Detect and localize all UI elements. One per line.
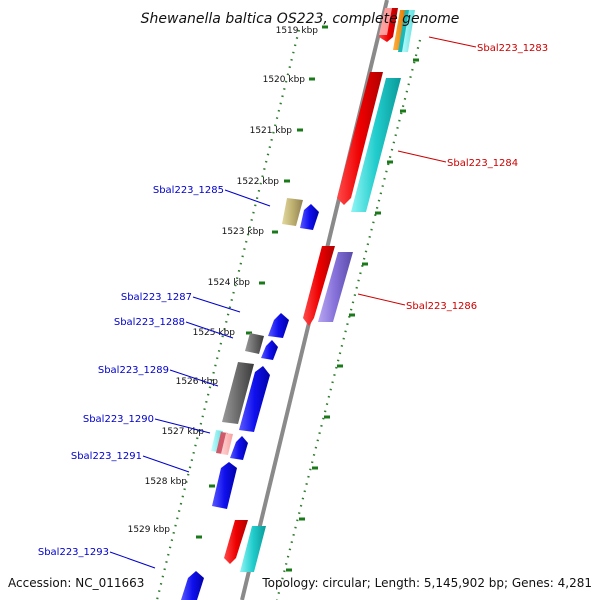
- reverse-strand-guide: [155, 29, 301, 600]
- feature-sbal223-1285-olive[interactable]: [282, 198, 303, 226]
- scale-tick-marks: [196, 25, 419, 572]
- feature-sbal223-1286[interactable]: [303, 246, 335, 326]
- feature-sbal223-1293[interactable]: [181, 571, 204, 600]
- scale-tick-label: 1521 kbp: [250, 126, 293, 136]
- feature-cyan-gene-small[interactable]: [398, 10, 415, 52]
- gene-label-sbal223-1286[interactable]: Sbal223_1286: [406, 301, 477, 312]
- gene-label-sbal223-1283[interactable]: Sbal223_1283: [477, 43, 548, 54]
- feature-orange-gene[interactable]: [393, 10, 406, 50]
- scale-tick-label: 1526 kbp: [176, 377, 219, 387]
- scale-tick-label: 1527 kbp: [162, 427, 205, 437]
- accession-text: Accession: NC_011663: [8, 576, 144, 590]
- gene-label-sbal223-1287[interactable]: Sbal223_1287: [121, 292, 192, 303]
- gene-label-sbal223-1293[interactable]: Sbal223_1293: [38, 547, 109, 558]
- feature-sbal223-1288[interactable]: [261, 340, 278, 360]
- gene-label-sbal223-1285[interactable]: Sbal223_1285: [153, 185, 224, 196]
- scale-tick-label: 1520 kbp: [263, 75, 306, 85]
- forward-strand-guide: [275, 39, 422, 600]
- feature-sbal223-1290[interactable]: [230, 436, 248, 460]
- gene-label-sbal223-1291[interactable]: Sbal223_1291: [71, 451, 142, 462]
- feature-sbal223-1284[interactable]: [337, 72, 383, 205]
- feature-purple-gene[interactable]: [318, 252, 353, 322]
- scale-tick-label: 1523 kbp: [222, 227, 265, 237]
- gene-label-sbal223-1284[interactable]: Sbal223_1284: [447, 158, 518, 169]
- feature-sbal223-1290-cyan[interactable]: [211, 430, 233, 455]
- gene-label-sbal223-1290[interactable]: Sbal223_1290: [83, 414, 154, 425]
- feature-sbal223-1283[interactable]: [379, 8, 398, 42]
- feature-sbal223-1285[interactable]: [300, 204, 319, 230]
- summary-text: Topology: circular; Length: 5,145,902 bp…: [261, 576, 592, 590]
- scale-tick-label: 1522 kbp: [237, 177, 280, 187]
- label-leader-lines: [109, 36, 477, 569]
- scale-tick-label: 1524 kbp: [208, 278, 251, 288]
- scale-tick-label: 1529 kbp: [128, 525, 171, 535]
- feature-cyan-gene-lower[interactable]: [240, 526, 266, 572]
- feature-cyan-gene[interactable]: [351, 78, 401, 212]
- scale-tick-label: 1519 kbp: [276, 26, 319, 36]
- scale-tick-label: 1525 kbp: [193, 328, 236, 338]
- gene-label-sbal223-1288[interactable]: Sbal223_1288: [114, 317, 185, 328]
- gene-label-sbal223-1289[interactable]: Sbal223_1289: [98, 365, 169, 376]
- feature-sbal223-1289[interactable]: [239, 366, 270, 432]
- scale-tick-label: 1528 kbp: [145, 477, 188, 487]
- feature-sbal223-1289-gray[interactable]: [222, 362, 254, 424]
- feature-red-gene-lower[interactable]: [224, 520, 248, 564]
- feature-sbal223-1291[interactable]: [212, 462, 237, 509]
- feature-sbal223-1287[interactable]: [268, 313, 289, 338]
- map-title: Shewanella baltica OS223, complete genom…: [141, 11, 460, 27]
- feature-sbal223-1288-gray[interactable]: [245, 333, 264, 354]
